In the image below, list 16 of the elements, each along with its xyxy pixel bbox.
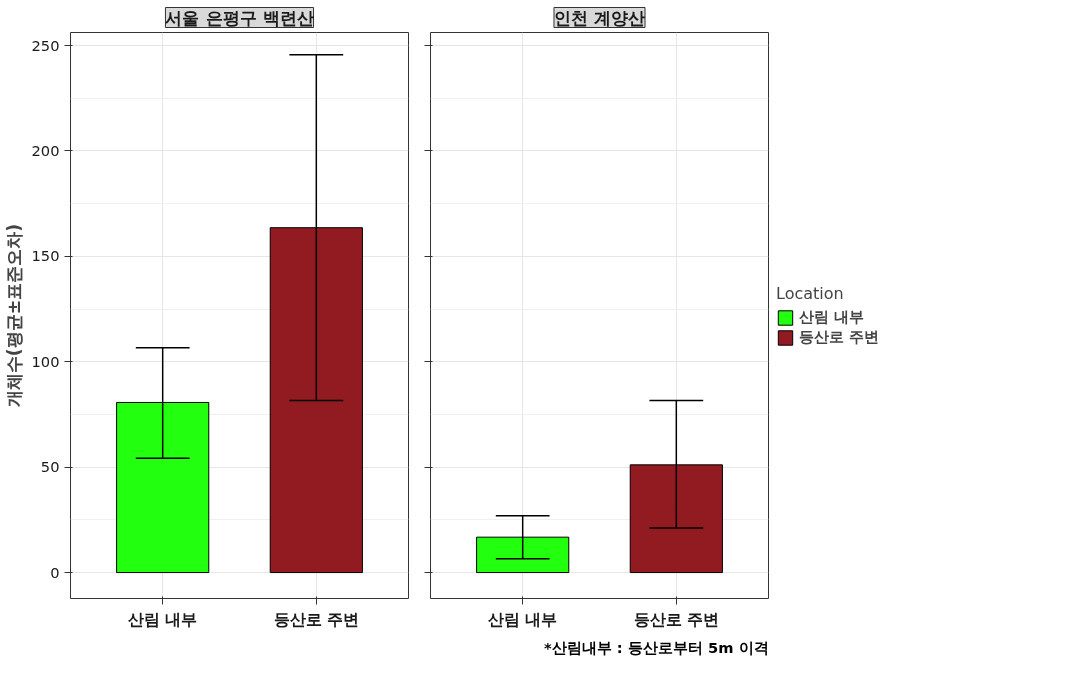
legend-label: 산림 내부: [799, 307, 865, 327]
legend-title: Location: [776, 283, 845, 303]
x-tick-label: 산림 내부: [127, 609, 198, 629]
y-axis-title: 개체수(평균±표준오차): [3, 223, 24, 408]
legend-label: 등산로 주변: [799, 327, 880, 347]
y-tick-label: 50: [40, 458, 60, 476]
y-tick-label: 100: [31, 352, 60, 370]
y-tick-label: 150: [31, 247, 60, 265]
x-tick-label: 등산로 주변: [633, 609, 720, 629]
text: *산림내부 : 등산로부터 5m 이격: [544, 638, 769, 656]
x-tick-label: 산림 내부: [487, 609, 558, 629]
chart-title: 인천 계양산: [553, 7, 646, 28]
x-tick-label: 등산로 주변: [273, 609, 360, 629]
y-tick-label: 250: [31, 36, 60, 54]
y-tick-label: 0: [50, 563, 60, 581]
y-tick-label: 200: [31, 141, 60, 159]
